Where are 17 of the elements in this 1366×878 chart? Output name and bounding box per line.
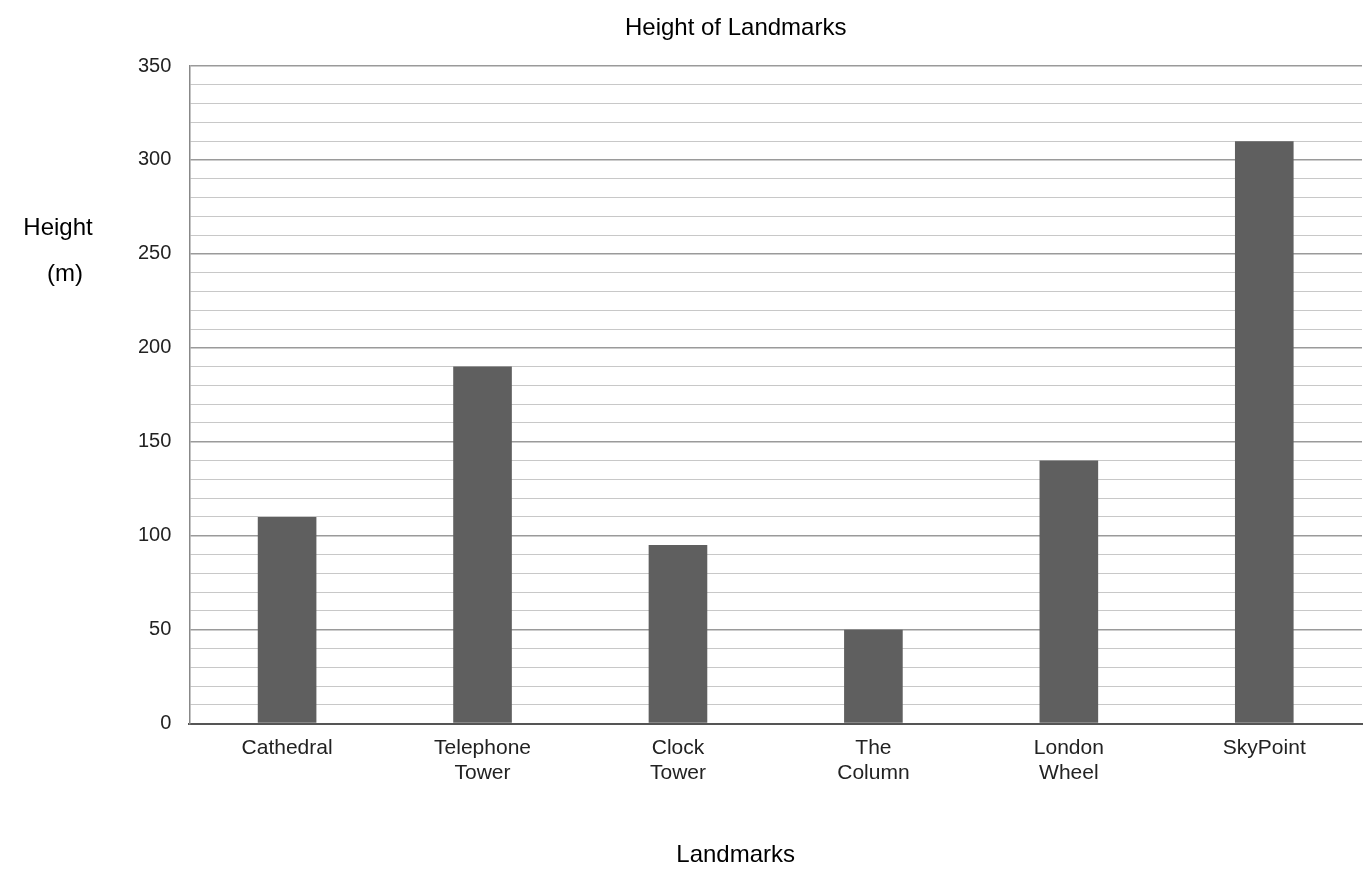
x-tick-label: Clock Tower xyxy=(649,735,706,784)
x-tick-label: London Wheel xyxy=(1033,735,1104,784)
y-axis-title: Height (m) xyxy=(23,212,94,286)
x-tick-label: Cathedral xyxy=(241,735,333,758)
x-tick-label: The Column xyxy=(837,735,910,784)
y-tick-label: 0 xyxy=(160,711,172,734)
chart-title: Height of Landmarks xyxy=(624,12,847,40)
y-tick-label: 50 xyxy=(149,617,172,640)
x-axis-title: Landmarks xyxy=(676,839,796,867)
x-tick-label: SkyPoint xyxy=(1222,735,1306,758)
y-tick-label: 150 xyxy=(137,429,172,452)
y-tick-label: 200 xyxy=(137,335,172,358)
y-tick-label: 300 xyxy=(137,147,172,170)
x-tick-label: Telephone Tower xyxy=(434,735,531,784)
y-tick-label: 100 xyxy=(137,523,172,546)
y-tick-label: 250 xyxy=(137,241,172,264)
y-tick-label: 350 xyxy=(137,53,172,76)
